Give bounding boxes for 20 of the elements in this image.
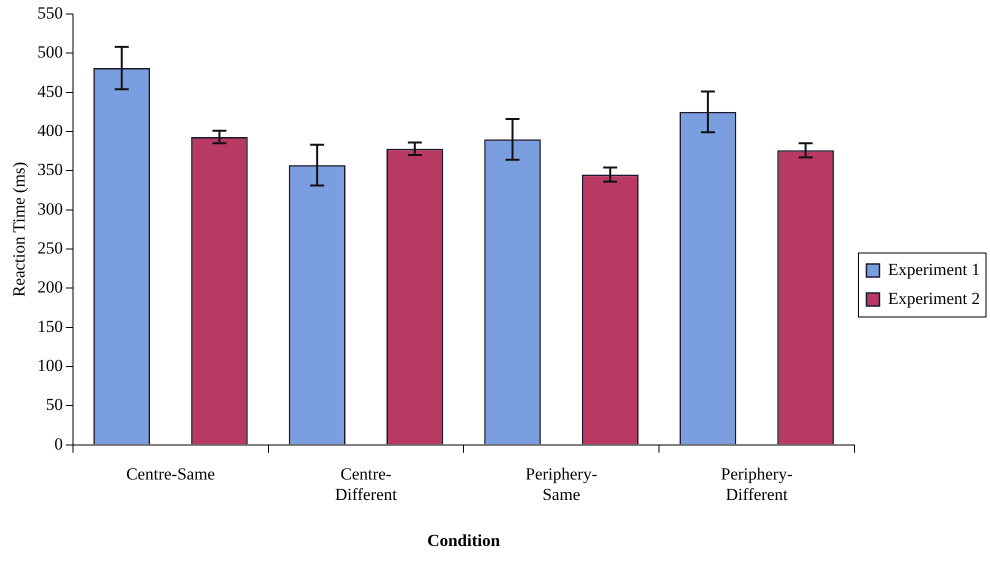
x-tick-label: Periphery- Different xyxy=(720,464,793,504)
y-tick-label: 250 xyxy=(37,238,63,258)
y-tick-label: 400 xyxy=(37,120,63,140)
y-tick-label: 0 xyxy=(54,434,63,454)
y-tick-label: 350 xyxy=(37,160,63,180)
y-tick-label: 500 xyxy=(37,42,63,62)
legend-label: Experiment 1 xyxy=(888,260,980,279)
legend-label: Experiment 2 xyxy=(888,288,980,308)
x-tick-label: Centre- Different xyxy=(334,464,398,504)
y-tick-label: 300 xyxy=(37,199,63,218)
y-tick-label: 50 xyxy=(46,395,63,414)
y-tick-label: 100 xyxy=(37,356,63,375)
y-axis-title: Reaction Time (ms) xyxy=(10,162,29,297)
y-tick-label: 150 xyxy=(37,316,63,336)
x-tick-label: Centre-Same xyxy=(126,464,215,484)
y-tick-label: 450 xyxy=(37,82,63,101)
x-tick-label: Periphery- Same xyxy=(525,464,598,504)
y-tick-label: 200 xyxy=(37,278,63,297)
y-tick-label: 550 xyxy=(37,3,63,22)
x-axis-title: Condition xyxy=(427,531,501,550)
